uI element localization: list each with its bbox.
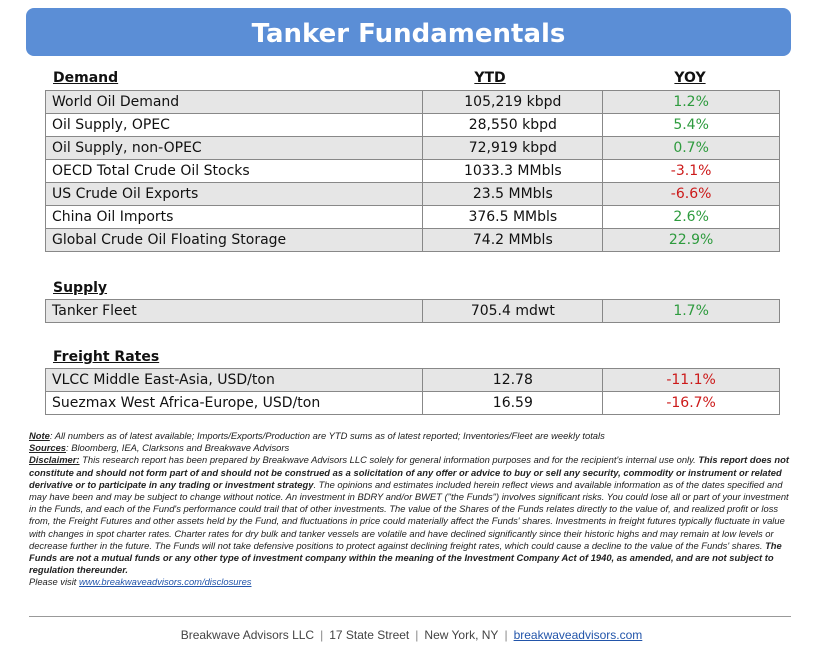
table-row: Suezmax West Africa-Europe, USD/ton 16.59… bbox=[44, 391, 780, 415]
visit-text: Please visit bbox=[29, 576, 80, 588]
yoy-value: 0.7% bbox=[602, 136, 780, 160]
disclaimer-bold-1: This report does not constitute and shou… bbox=[29, 454, 789, 490]
yoy-value: 22.9% bbox=[602, 228, 780, 252]
ytd-value: 28,550 kbpd bbox=[422, 113, 604, 137]
freight-section: Freight Rates VLCC Middle East-Asia, USD… bbox=[44, 349, 780, 419]
yoy-value: 2.6% bbox=[602, 205, 780, 229]
ytd-value: 12.78 bbox=[422, 368, 604, 392]
table-row: Tanker Fleet 705.4 mdwt 1.7% bbox=[44, 299, 780, 323]
row-label: World Oil Demand bbox=[44, 90, 424, 114]
disclosures-link[interactable]: www.breakwaveadvisors.com/disclosures bbox=[79, 576, 252, 588]
footer-website-link[interactable]: breakwaveadvisors.com bbox=[513, 628, 643, 642]
table-row: VLCC Middle East-Asia, USD/ton 12.78 -11.1… bbox=[44, 368, 780, 392]
yoy-value: -11.1% bbox=[602, 368, 780, 392]
yoy-column-header: YOY bbox=[674, 70, 706, 86]
table-row: China Oil Imports 376.5 MMbls 2.6% bbox=[44, 205, 780, 229]
sources-text: : Bloomberg, IEA, Clarksons and Breakwav… bbox=[66, 442, 290, 454]
table-row: Oil Supply, OPEC 28,550 kbpd 5.4% bbox=[44, 113, 780, 137]
row-label: Tanker Fleet bbox=[44, 299, 424, 323]
ytd-value: 705.4 mdwt bbox=[422, 299, 604, 323]
yoy-value: 1.2% bbox=[602, 90, 780, 114]
footer-company: Breakwave Advisors LLC bbox=[180, 628, 315, 642]
ytd-value: 23.5 MMbls bbox=[422, 182, 604, 206]
note-line: Note: All numbers as of latest available… bbox=[29, 430, 791, 442]
row-label: Suezmax West Africa-Europe, USD/ton bbox=[44, 391, 424, 415]
row-label: Global Crude Oil Floating Storage bbox=[44, 228, 424, 252]
note-label: Note bbox=[29, 430, 50, 441]
sources-line: Sources: Bloomberg, IEA, Clarksons and B… bbox=[29, 442, 791, 454]
ytd-column-header: YTD bbox=[474, 70, 506, 86]
freight-table: VLCC Middle East-Asia, USD/ton 12.78 -11.1… bbox=[44, 368, 780, 415]
table-row: US Crude Oil Exports 23.5 MMbls -6.6% bbox=[44, 182, 780, 206]
disclaimer-text-1: This research report has been prepared b… bbox=[79, 454, 699, 466]
row-label: VLCC Middle East-Asia, USD/ton bbox=[44, 368, 424, 392]
page-title: Tanker Fundamentals bbox=[251, 19, 566, 49]
table-row: OECD Total Crude Oil Stocks 1033.3 MMbls -… bbox=[44, 159, 780, 183]
footer-city: New York, NY bbox=[424, 628, 499, 642]
demand-table: World Oil Demand 105,219 kbpd 1.2% Oil Supp… bbox=[44, 90, 780, 252]
sources-label: Sources bbox=[29, 442, 66, 454]
row-label: OECD Total Crude Oil Stocks bbox=[44, 159, 424, 183]
footer-separator: | bbox=[504, 628, 508, 642]
notes-block: Note: All numbers as of latest available… bbox=[29, 430, 791, 589]
disclaimer-bold-2: The Funds are not a mutual funds or any … bbox=[29, 539, 782, 576]
supply-table: Tanker Fleet 705.4 mdwt 1.7% bbox=[44, 299, 780, 323]
footer-separator: | bbox=[320, 628, 324, 642]
ytd-value: 74.2 MMbls bbox=[422, 228, 604, 252]
yoy-value: 5.4% bbox=[602, 113, 780, 137]
table-row: Global Crude Oil Floating Storage 74.2 MM… bbox=[44, 228, 780, 252]
yoy-value: 1.7% bbox=[602, 299, 780, 323]
disclaimer-text-2: . The opinions and estimates included he… bbox=[29, 478, 789, 551]
demand-rows: World Oil Demand 105,219 kbpd 1.2% Oil Supp… bbox=[44, 90, 780, 252]
ytd-value: 376.5 MMbls bbox=[422, 205, 604, 229]
freight-heading: Freight Rates bbox=[53, 349, 160, 365]
ytd-value: 1033.3 MMbls bbox=[422, 159, 604, 183]
footer-divider bbox=[29, 616, 791, 617]
yoy-value: -6.6% bbox=[602, 182, 780, 206]
row-label: Oil Supply, non-OPEC bbox=[44, 136, 424, 160]
demand-heading: Demand bbox=[53, 70, 119, 86]
visit-line: Please visit www.breakwaveadvisors.com/d… bbox=[29, 576, 791, 588]
row-label: China Oil Imports bbox=[44, 205, 424, 229]
demand-section: Demand YTD YOY World Oil Demand 105,219 k… bbox=[44, 70, 780, 254]
row-label: US Crude Oil Exports bbox=[44, 182, 424, 206]
table-row: Oil Supply, non-OPEC 72,919 kbpd 0.7% bbox=[44, 136, 780, 160]
disclaimer-label: Disclaimer: bbox=[29, 454, 80, 466]
footer-street: 17 State Street bbox=[329, 628, 410, 642]
supply-heading: Supply bbox=[53, 280, 108, 296]
footer: Breakwave Advisors LLC | 17 State Street | N… bbox=[0, 628, 823, 642]
ytd-value: 105,219 kbpd bbox=[422, 90, 604, 114]
yoy-value: -3.1% bbox=[602, 159, 780, 183]
row-label: Oil Supply, OPEC bbox=[44, 113, 424, 137]
yoy-value: -16.7% bbox=[602, 391, 780, 415]
note-text: : All numbers as of latest available; Im… bbox=[49, 430, 605, 441]
ytd-value: 72,919 kbpd bbox=[422, 136, 604, 160]
footer-separator: | bbox=[415, 628, 419, 642]
supply-section: Supply Tanker Fleet 705.4 mdwt 1.7% bbox=[44, 280, 780, 324]
freight-rows: VLCC Middle East-Asia, USD/ton 12.78 -11.1… bbox=[44, 368, 780, 415]
ytd-value: 16.59 bbox=[422, 391, 604, 415]
disclaimer-paragraph: Disclaimer: This research report has bee… bbox=[29, 454, 791, 576]
title-banner: Tanker Fundamentals bbox=[26, 8, 791, 56]
supply-rows: Tanker Fleet 705.4 mdwt 1.7% bbox=[44, 299, 780, 323]
table-row: World Oil Demand 105,219 kbpd 1.2% bbox=[44, 90, 780, 114]
